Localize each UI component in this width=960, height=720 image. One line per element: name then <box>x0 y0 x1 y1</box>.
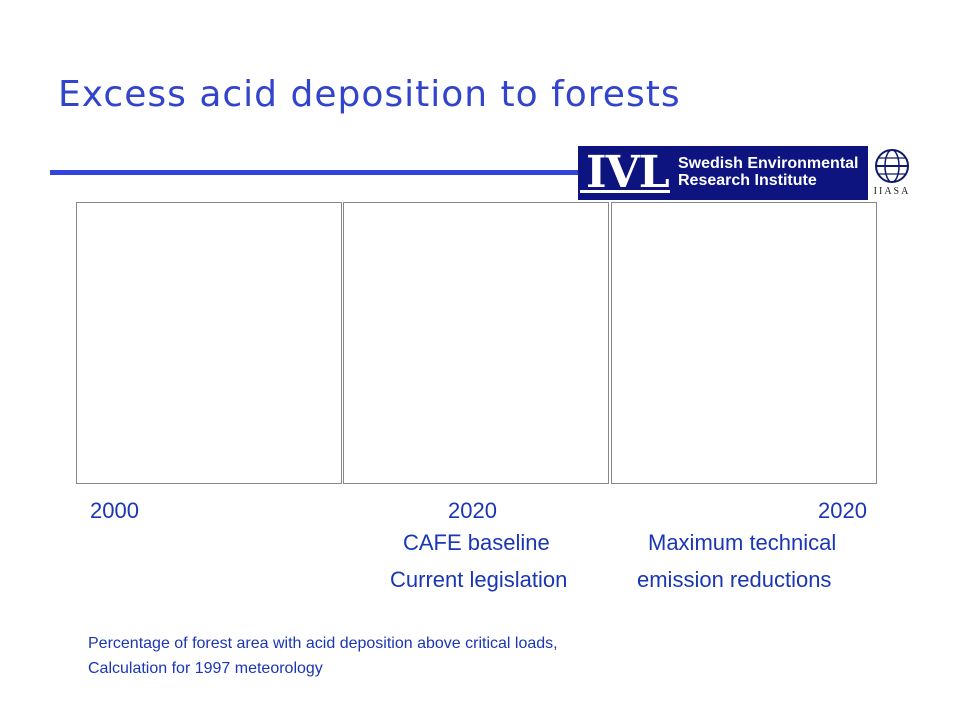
ivl-logo-mark: IVL <box>586 147 670 198</box>
map-2020-baseline <box>343 202 609 484</box>
map-2020-mtfr <box>611 202 877 484</box>
caption-line2: Calculation for 1997 meteorology <box>88 660 323 677</box>
map-2020-mtfr-line2: emission reductions <box>637 567 832 592</box>
iiasa-logo-text: IIASA <box>873 186 911 197</box>
ivl-name-line2: Research Institute <box>678 172 817 189</box>
map-2020-mtfr-svg <box>612 203 876 483</box>
map-2020-baseline-svg <box>344 203 608 483</box>
map-2020-mtfr-year: 2020 <box>818 498 867 523</box>
slide-title: Excess acid deposition to forests <box>58 74 681 115</box>
map-2020-mtfr-line1: Maximum technical <box>648 530 837 555</box>
ivl-logo: IVL Swedish Environmental Research Insti… <box>578 146 868 200</box>
caption-line1: Percentage of forest area with acid depo… <box>88 635 558 652</box>
iiasa-logo: IIASA <box>872 146 912 204</box>
ivl-name-line1: Swedish Environmental <box>678 155 859 172</box>
map-2020-baseline-year: 2020 <box>448 498 497 523</box>
map-2000 <box>76 202 342 484</box>
ivl-logo-name: Swedish Environmental Research Institute <box>678 155 858 189</box>
title-underline <box>50 170 580 175</box>
ivl-logo-bar <box>580 190 670 193</box>
map-2000-year: 2000 <box>90 498 139 523</box>
map-2000-svg <box>77 203 341 483</box>
map-2020-baseline-line2: Current legislation <box>390 567 568 592</box>
globe-icon <box>875 149 909 183</box>
map-2020-baseline-line1: CAFE baseline <box>403 530 550 555</box>
